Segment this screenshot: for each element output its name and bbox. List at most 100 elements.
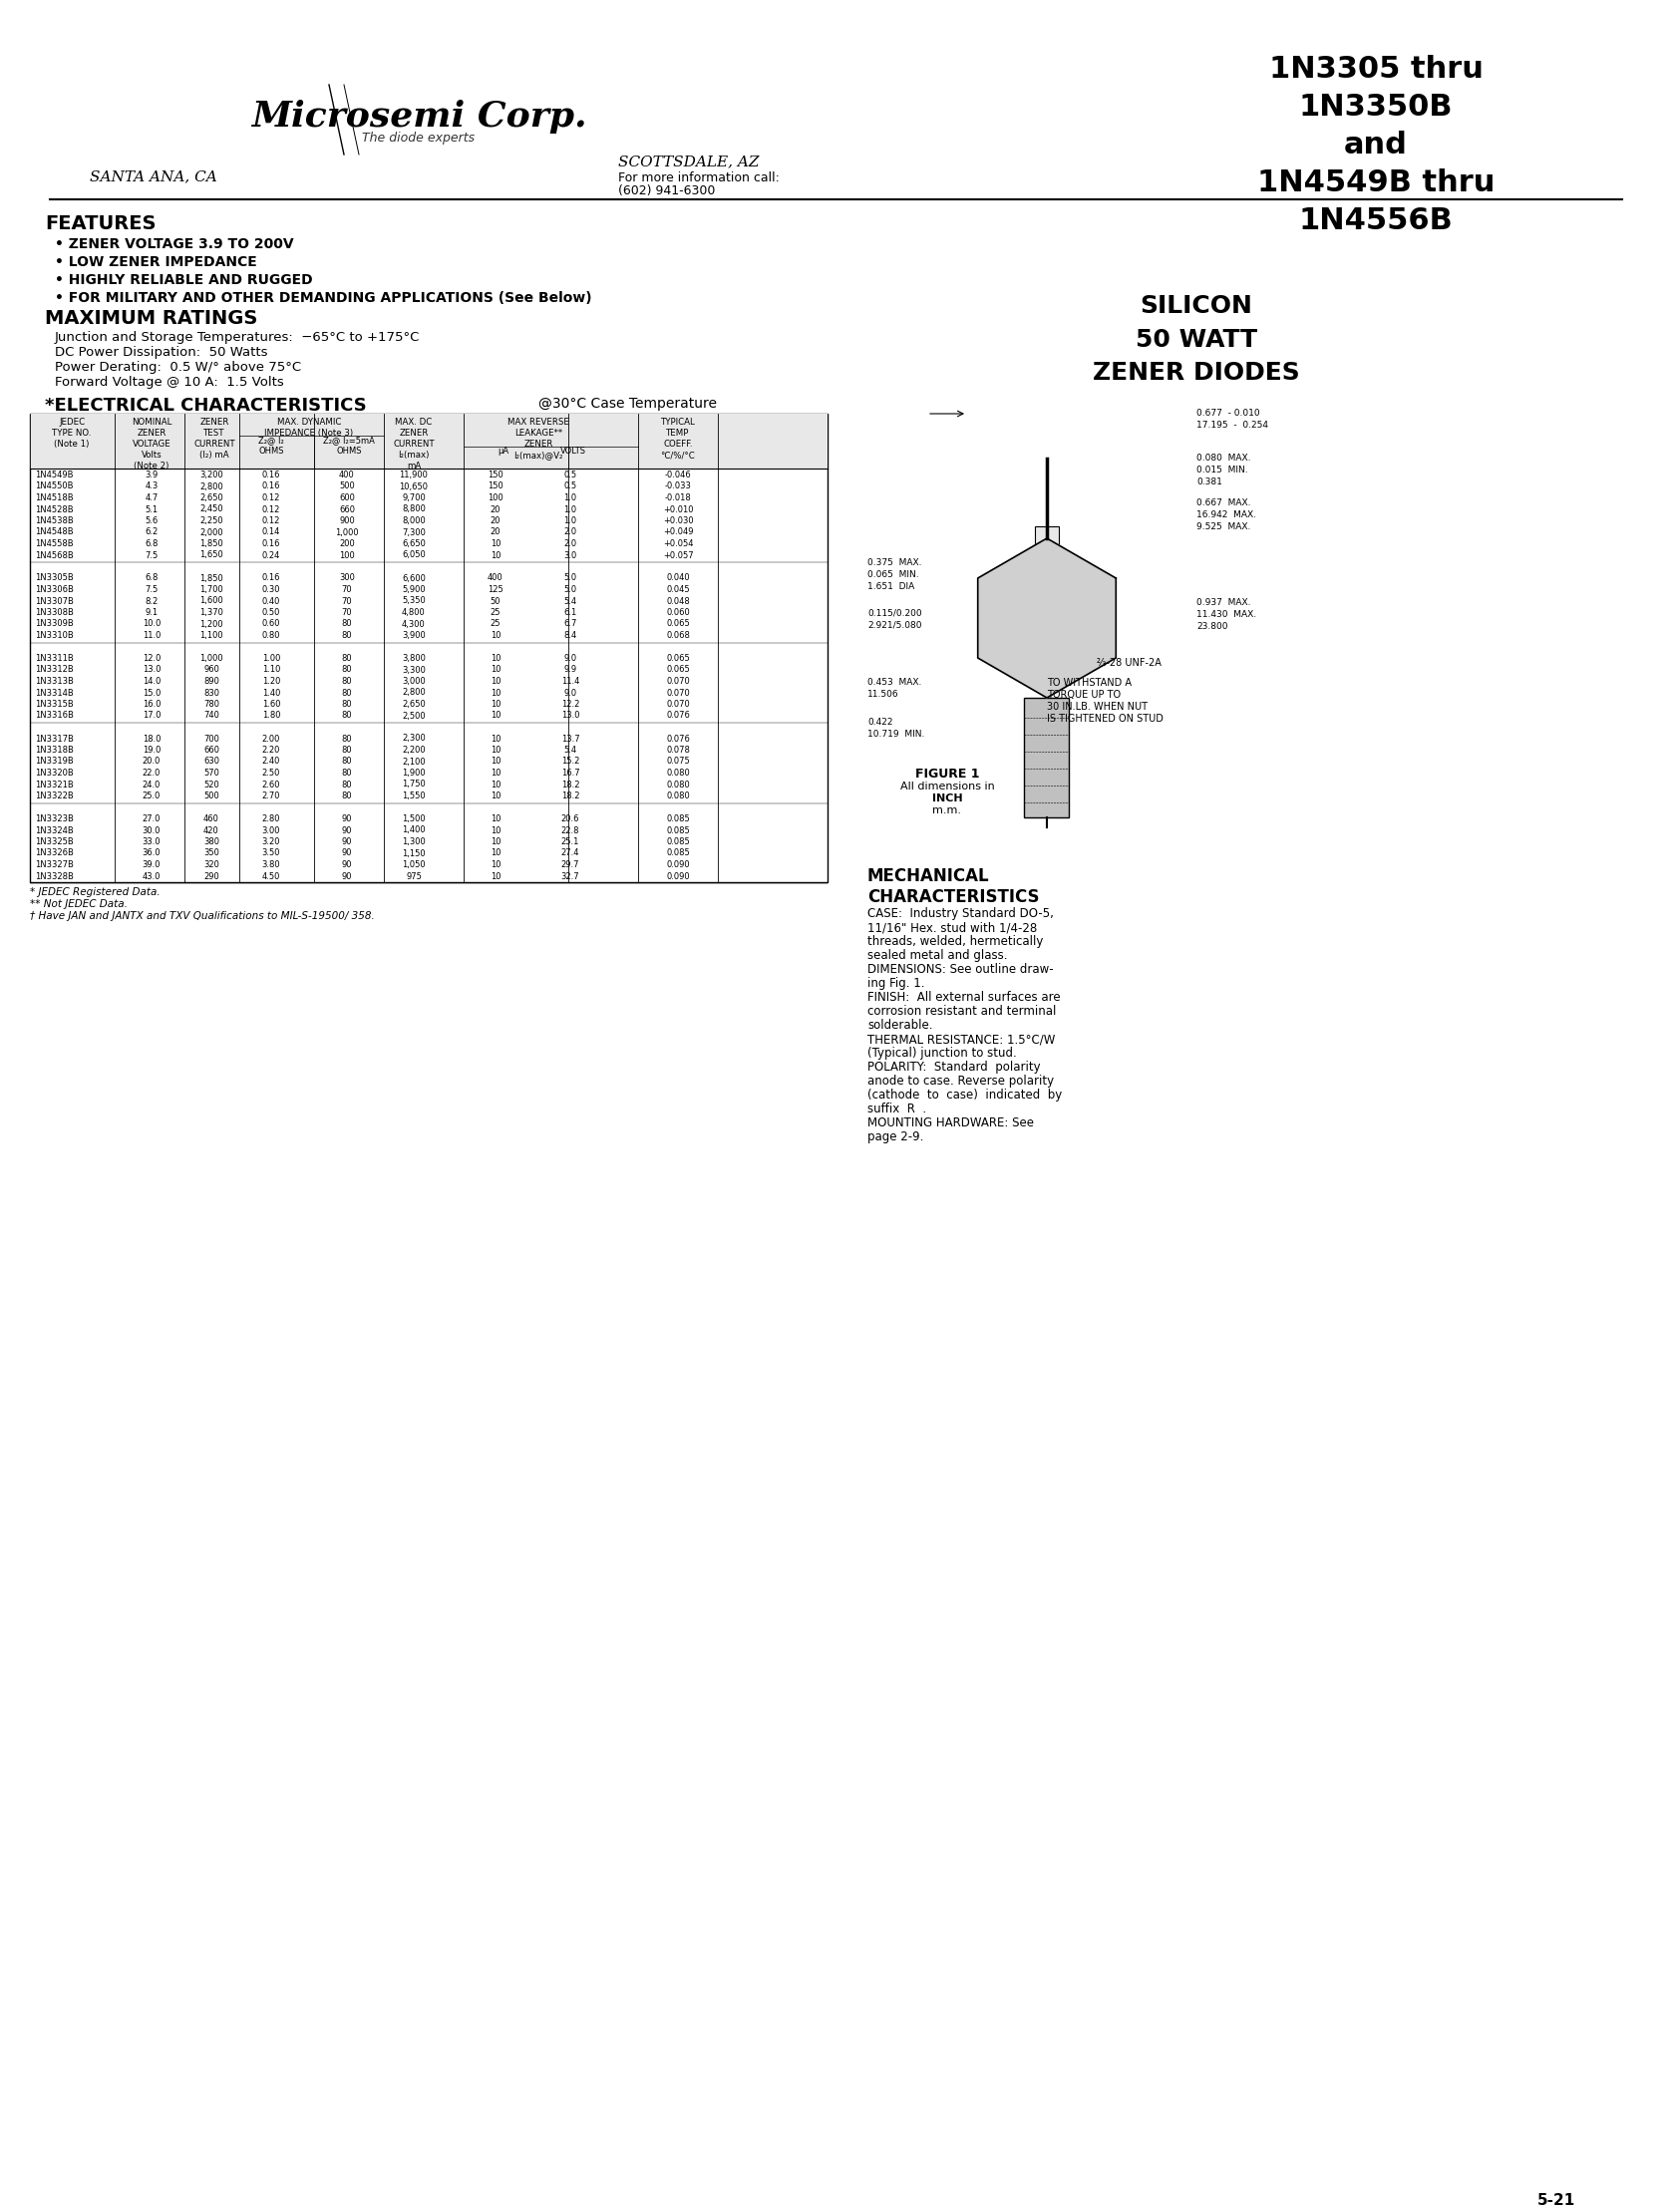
Text: 10: 10 [490, 872, 500, 880]
Text: 2,800: 2,800 [199, 482, 222, 491]
Text: 8,000: 8,000 [401, 515, 426, 524]
Text: 0.065: 0.065 [665, 655, 691, 664]
Text: 300: 300 [339, 573, 354, 582]
Text: For more information call:: For more information call: [619, 173, 779, 184]
Text: +0.049: +0.049 [662, 529, 694, 538]
Text: 90: 90 [341, 814, 353, 823]
Text: 150: 150 [488, 482, 503, 491]
Text: 29.7: 29.7 [562, 860, 580, 869]
Text: 23.800: 23.800 [1197, 622, 1227, 630]
Text: 0.115/0.200: 0.115/0.200 [868, 608, 921, 617]
Text: 0.14: 0.14 [263, 529, 281, 538]
Text: 9.525  MAX.: 9.525 MAX. [1197, 522, 1251, 531]
Text: MAX REVERSE
LEAKAGE**
ZENER
I₂(max)@V₂: MAX REVERSE LEAKAGE** ZENER I₂(max)@V₂ [508, 418, 568, 460]
Text: † Have JAN and JANTX and TXV Qualifications to MIL-S-19500/ 358.: † Have JAN and JANTX and TXV Qualificati… [30, 911, 375, 920]
Text: 2.20: 2.20 [263, 745, 281, 754]
Text: 10: 10 [490, 712, 500, 721]
Text: 0.076: 0.076 [665, 734, 691, 743]
Text: 0.30: 0.30 [263, 586, 281, 595]
Text: 1N3321B: 1N3321B [35, 781, 74, 790]
Text: 10: 10 [490, 734, 500, 743]
Text: 10: 10 [490, 630, 500, 639]
Text: 6.8: 6.8 [145, 573, 159, 582]
Text: 27.4: 27.4 [562, 849, 580, 858]
Text: suffix  R  .: suffix R . [868, 1102, 926, 1115]
Text: 1,600: 1,600 [199, 597, 222, 606]
Text: • LOW ZENER IMPEDANCE: • LOW ZENER IMPEDANCE [55, 254, 257, 270]
Text: +0.030: +0.030 [662, 515, 694, 524]
Text: 1N4558B: 1N4558B [35, 540, 74, 549]
Text: 3,300: 3,300 [401, 666, 426, 675]
Text: 11.430  MAX.: 11.430 MAX. [1197, 611, 1256, 619]
Text: MAXIMUM RATINGS: MAXIMUM RATINGS [45, 310, 257, 327]
Text: 2,500: 2,500 [401, 712, 426, 721]
Text: 1N3307B: 1N3307B [35, 597, 74, 606]
Text: 900: 900 [339, 515, 354, 524]
Text: 10: 10 [490, 540, 500, 549]
Text: 0.667  MAX.: 0.667 MAX. [1197, 498, 1251, 507]
Text: 1N4528B: 1N4528B [35, 504, 74, 513]
Text: 10: 10 [490, 677, 500, 686]
Text: All dimensions in: All dimensions in [900, 781, 995, 792]
Text: -0.046: -0.046 [665, 471, 691, 480]
Text: 6,050: 6,050 [401, 551, 426, 560]
Text: 90: 90 [341, 838, 353, 847]
Text: 25.0: 25.0 [142, 792, 161, 801]
Text: (cathode  to  case)  indicated  by: (cathode to case) indicated by [868, 1088, 1062, 1102]
Text: MAX. DC
ZENER
CURRENT
I₂(max)
mA: MAX. DC ZENER CURRENT I₂(max) mA [393, 418, 435, 471]
Text: 600: 600 [339, 493, 354, 502]
Text: 0.015  MIN.: 0.015 MIN. [1197, 465, 1247, 476]
Text: 10: 10 [490, 551, 500, 560]
Text: 9.1: 9.1 [145, 608, 159, 617]
Text: 700: 700 [204, 734, 219, 743]
Text: and: and [1344, 131, 1408, 159]
Text: SANTA ANA, CA: SANTA ANA, CA [90, 170, 217, 184]
Text: 70: 70 [341, 608, 353, 617]
Text: 1.80: 1.80 [263, 712, 281, 721]
Bar [30, 414, 828, 883]
Text: 20: 20 [490, 504, 500, 513]
Text: 1N3317B: 1N3317B [35, 734, 74, 743]
Text: 11,900: 11,900 [400, 471, 428, 480]
Text: @30°C Case Temperature: @30°C Case Temperature [538, 396, 717, 411]
Text: 17.195  -  0.254: 17.195 - 0.254 [1197, 420, 1267, 429]
Text: 6.8: 6.8 [145, 540, 159, 549]
Text: +0.054: +0.054 [662, 540, 694, 549]
Text: 50: 50 [490, 597, 500, 606]
Text: 30 IN.LB. WHEN NUT: 30 IN.LB. WHEN NUT [1047, 701, 1147, 712]
Text: 0.5: 0.5 [563, 482, 577, 491]
Text: 0.80: 0.80 [263, 630, 281, 639]
Text: 0.375  MAX.: 0.375 MAX. [868, 557, 921, 566]
Text: 3.9: 3.9 [145, 471, 159, 480]
Text: μA: μA [498, 447, 508, 456]
Text: 0.065: 0.065 [665, 666, 691, 675]
Text: 1N3308B: 1N3308B [35, 608, 74, 617]
Text: 100: 100 [488, 493, 503, 502]
Text: IS TIGHTENED ON STUD: IS TIGHTENED ON STUD [1047, 714, 1164, 723]
Text: 740: 740 [204, 712, 219, 721]
Text: 90: 90 [341, 825, 353, 834]
Text: 2,450: 2,450 [199, 504, 222, 513]
Text: THERMAL RESISTANCE: 1.5°C/W: THERMAL RESISTANCE: 1.5°C/W [868, 1033, 1055, 1046]
Text: Forward Voltage @ 10 A:  1.5 Volts: Forward Voltage @ 10 A: 1.5 Volts [55, 376, 284, 389]
Text: 1N3310B: 1N3310B [35, 630, 74, 639]
Text: 43.0: 43.0 [142, 872, 161, 880]
Text: 630: 630 [204, 757, 219, 765]
Text: 1.40: 1.40 [263, 688, 281, 697]
Text: 6,650: 6,650 [401, 540, 426, 549]
Text: 16.7: 16.7 [562, 768, 580, 779]
Text: 1N4518B: 1N4518B [35, 493, 74, 502]
Text: 1N3322B: 1N3322B [35, 792, 74, 801]
Text: 1.10: 1.10 [263, 666, 281, 675]
Text: 1N3305B: 1N3305B [35, 573, 74, 582]
Text: ⅔-28 UNF-2A: ⅔-28 UNF-2A [1097, 657, 1162, 668]
Text: 80: 80 [341, 619, 353, 628]
Text: 36.0: 36.0 [142, 849, 161, 858]
Text: 80: 80 [341, 745, 353, 754]
Text: 0.040: 0.040 [665, 573, 691, 582]
Text: 8,800: 8,800 [401, 504, 426, 513]
Text: 1,300: 1,300 [401, 838, 426, 847]
Text: -0.033: -0.033 [664, 482, 691, 491]
Text: 12.0: 12.0 [142, 655, 161, 664]
Text: 0.090: 0.090 [665, 860, 691, 869]
